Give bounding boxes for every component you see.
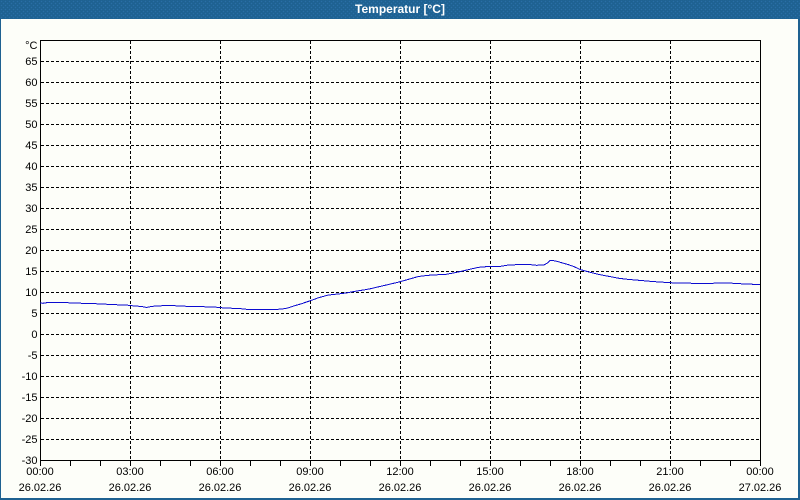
svg-text:55: 55	[25, 98, 37, 110]
svg-text:45: 45	[25, 140, 37, 152]
svg-text:5: 5	[31, 308, 37, 320]
svg-text:50: 50	[25, 119, 37, 131]
svg-text:03:00: 03:00	[116, 466, 144, 478]
svg-text:26.02.26: 26.02.26	[379, 482, 422, 494]
svg-text:-30: -30	[22, 455, 38, 467]
svg-text:15: 15	[25, 266, 37, 278]
svg-text:0: 0	[31, 329, 37, 341]
svg-text:60: 60	[25, 77, 37, 89]
svg-text:°C: °C	[25, 40, 37, 52]
svg-text:12:00: 12:00	[386, 466, 414, 478]
svg-text:26.02.26: 26.02.26	[199, 482, 242, 494]
svg-text:65: 65	[25, 56, 37, 68]
svg-text:-15: -15	[22, 392, 38, 404]
svg-text:00:00: 00:00	[26, 466, 54, 478]
svg-text:30: 30	[25, 203, 37, 215]
svg-text:00:00: 00:00	[746, 466, 774, 478]
svg-text:21:00: 21:00	[656, 466, 684, 478]
svg-text:26.02.26: 26.02.26	[469, 482, 512, 494]
svg-text:26.02.26: 26.02.26	[19, 482, 62, 494]
svg-text:-5: -5	[28, 350, 38, 362]
svg-text:40: 40	[25, 161, 37, 173]
svg-text:09:00: 09:00	[296, 466, 324, 478]
svg-text:26.02.26: 26.02.26	[109, 482, 152, 494]
svg-text:-20: -20	[22, 413, 38, 425]
svg-text:26.02.26: 26.02.26	[649, 482, 692, 494]
svg-text:15:00: 15:00	[476, 466, 504, 478]
svg-text:27.02.26: 27.02.26	[739, 482, 782, 494]
svg-text:25: 25	[25, 224, 37, 236]
svg-text:10: 10	[25, 287, 37, 299]
svg-text:26.02.26: 26.02.26	[559, 482, 602, 494]
svg-text:35: 35	[25, 182, 37, 194]
svg-text:-25: -25	[22, 434, 38, 446]
svg-text:-10: -10	[22, 371, 38, 383]
svg-text:06:00: 06:00	[206, 466, 234, 478]
svg-text:26.02.26: 26.02.26	[289, 482, 332, 494]
svg-text:20: 20	[25, 245, 37, 257]
svg-text:18:00: 18:00	[566, 466, 594, 478]
